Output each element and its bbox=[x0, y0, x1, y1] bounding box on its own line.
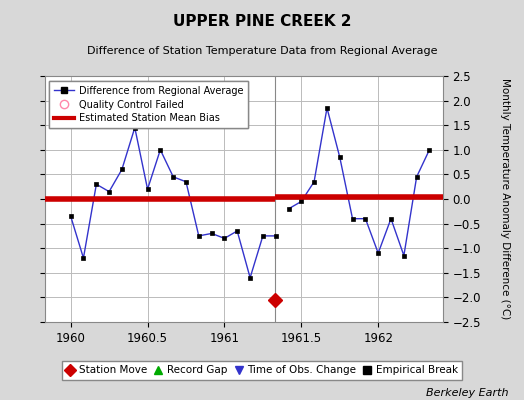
Y-axis label: Monthly Temperature Anomaly Difference (°C): Monthly Temperature Anomaly Difference (… bbox=[500, 78, 510, 320]
Legend: Difference from Regional Average, Quality Control Failed, Estimated Station Mean: Difference from Regional Average, Qualit… bbox=[49, 81, 248, 128]
Text: UPPER PINE CREEK 2: UPPER PINE CREEK 2 bbox=[173, 14, 351, 29]
Legend: Station Move, Record Gap, Time of Obs. Change, Empirical Break: Station Move, Record Gap, Time of Obs. C… bbox=[62, 361, 462, 380]
Text: Difference of Station Temperature Data from Regional Average: Difference of Station Temperature Data f… bbox=[87, 46, 437, 56]
Text: Berkeley Earth: Berkeley Earth bbox=[426, 388, 508, 398]
